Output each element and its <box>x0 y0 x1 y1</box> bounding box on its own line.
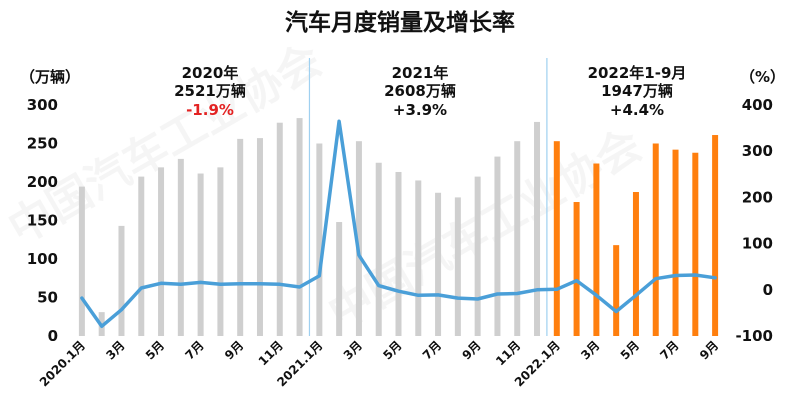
bar <box>217 167 224 336</box>
x-tick-label: 7月 <box>182 338 206 362</box>
period-total: 2521万辆 <box>174 82 246 100</box>
bar <box>474 176 481 336</box>
bar <box>573 202 580 336</box>
left-tick-label: 300 <box>27 96 58 114</box>
watermark-layer: 中国汽车工业协会 中国汽车工业协会 <box>0 34 650 339</box>
bar <box>712 135 719 336</box>
x-tick-label: 7月 <box>657 338 681 362</box>
bar <box>197 173 204 336</box>
bar <box>158 167 165 336</box>
right-tick-label: 300 <box>742 142 773 160</box>
bar <box>553 141 560 336</box>
period-total: 2608万辆 <box>384 82 456 100</box>
bar <box>316 143 323 336</box>
bar <box>237 138 244 336</box>
bar <box>375 162 382 336</box>
bar <box>355 141 362 336</box>
bar <box>256 138 263 336</box>
bar <box>593 163 600 336</box>
bar <box>177 158 184 336</box>
bar <box>118 225 125 336</box>
svg-text:中国汽车工业协会: 中国汽车工业协会 <box>320 119 650 339</box>
bar <box>454 197 461 336</box>
right-tick-label: 100 <box>742 235 773 253</box>
x-tick-label: 5月 <box>143 338 167 362</box>
x-tick-label: 3月 <box>578 338 602 362</box>
period-label: 2020年 <box>182 64 239 82</box>
left-tick-label: 200 <box>27 173 58 191</box>
left-axis-unit: （万辆） <box>20 68 80 86</box>
right-tick-label: 400 <box>742 96 773 114</box>
x-tick-label: 9月 <box>459 338 483 362</box>
bar <box>336 222 343 336</box>
period-label: 2021年 <box>392 64 449 82</box>
bar <box>514 141 521 336</box>
x-tick-label: 2020.1月 <box>37 338 88 389</box>
bar <box>395 171 402 336</box>
x-tick-label: 11月 <box>256 338 286 368</box>
left-tick-label: 250 <box>27 135 58 153</box>
x-tick-label: 11月 <box>493 338 523 368</box>
bar <box>435 192 442 336</box>
bar <box>672 149 679 336</box>
left-tick-label: 150 <box>27 212 58 230</box>
right-tick-label: -100 <box>735 327 773 345</box>
left-axis-ticks: 0 50 100 150 200 250 300 <box>27 96 58 345</box>
growth-line-series <box>80 119 717 329</box>
period-total: 1947万辆 <box>601 82 673 100</box>
x-tick-label: 9月 <box>697 338 721 362</box>
period-growth: -1.9% <box>186 101 234 119</box>
bar <box>78 186 85 336</box>
x-tick-label: 5月 <box>618 338 642 362</box>
x-tick-label: 7月 <box>420 338 444 362</box>
bar <box>692 152 699 336</box>
growth-line <box>80 119 717 329</box>
x-tick-label: 3月 <box>103 338 127 362</box>
bar <box>494 156 501 336</box>
bar <box>415 180 422 336</box>
bar-series <box>78 118 719 337</box>
right-axis-ticks: -100 0 100 200 300 400 <box>735 96 773 345</box>
right-tick-label: 200 <box>742 188 773 206</box>
bar <box>632 192 639 336</box>
x-tick-label: 3月 <box>341 338 365 362</box>
left-tick-label: 100 <box>27 250 58 268</box>
bar <box>613 245 620 336</box>
left-tick-label: 50 <box>37 289 58 307</box>
x-tick-label: 5月 <box>380 338 404 362</box>
bar <box>534 121 541 336</box>
right-axis-unit: （%） <box>740 68 785 86</box>
left-tick-label: 0 <box>48 327 58 345</box>
bar <box>138 176 145 336</box>
right-tick-label: 0 <box>763 281 773 299</box>
bar <box>296 118 303 336</box>
period-growth: +4.4% <box>610 101 664 119</box>
x-tick-label: 9月 <box>222 338 246 362</box>
chart-title: 汽车月度销量及增长率 <box>285 9 515 36</box>
bar <box>652 143 659 336</box>
period-growth: +3.9% <box>393 101 447 119</box>
bar <box>276 122 283 337</box>
period-label: 2022年1-9月 <box>588 64 687 82</box>
